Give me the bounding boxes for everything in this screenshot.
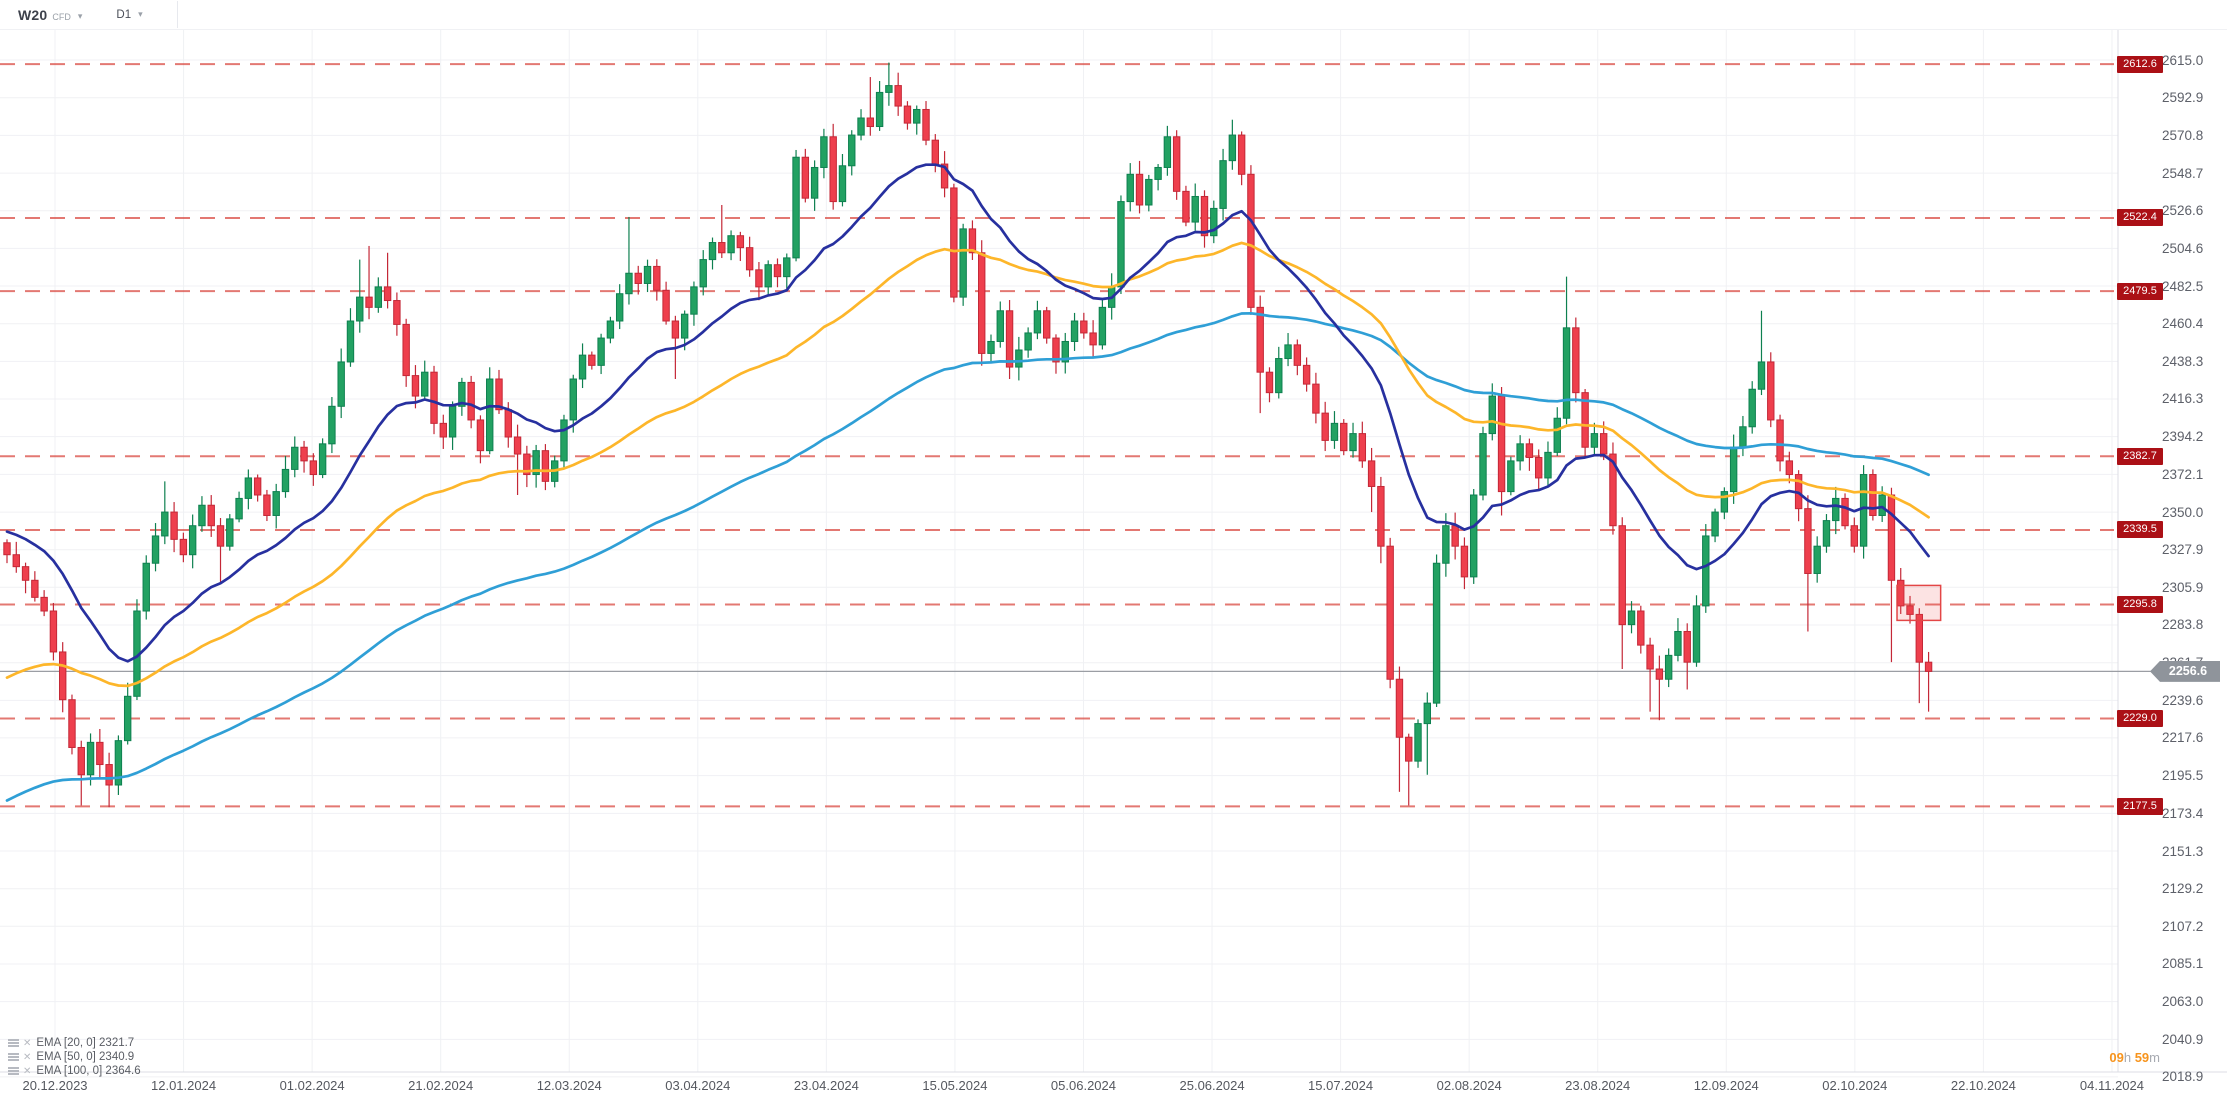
- price-tick-label: 2592.9: [2162, 90, 2204, 106]
- price-tick-label: 2217.6: [2162, 730, 2204, 746]
- date-tick-label: 12.03.2024: [536, 1078, 602, 1093]
- chart-toolbar: W20 CFD ▾ D1 ▾: [0, 0, 2227, 30]
- price-tick-label: 2416.3: [2162, 391, 2204, 407]
- price-tick-label: 2173.4: [2162, 805, 2204, 821]
- date-tick-label: 02.08.2024: [1436, 1078, 1502, 1093]
- price-tick-label: 2085.1: [2162, 956, 2204, 972]
- date-tick-label: 12.01.2024: [151, 1078, 217, 1093]
- price-tick-label: 2305.9: [2162, 579, 2204, 595]
- date-tick-label: 02.10.2024: [1822, 1078, 1888, 1093]
- indicator-remove-icon[interactable]: ✕: [23, 1051, 32, 1063]
- date-tick-label: 12.09.2024: [1693, 1078, 1759, 1093]
- date-tick-label: 21.02.2024: [408, 1078, 474, 1093]
- timer-hours-unit: h: [2123, 1050, 2135, 1065]
- price-level-badge: 2612.6: [2117, 55, 2163, 73]
- indicator-settings-icon[interactable]: [8, 1052, 19, 1062]
- indicator-legend-row: ✕ EMA [50, 0] 2340.9: [8, 1050, 141, 1064]
- indicator-remove-icon[interactable]: ✕: [23, 1065, 32, 1077]
- date-tick-label: 15.07.2024: [1308, 1078, 1374, 1093]
- indicator-settings-icon[interactable]: [8, 1066, 19, 1076]
- indicator-legend-row: ✕ EMA [20, 0] 2321.7: [8, 1036, 141, 1050]
- date-tick-label: 25.06.2024: [1179, 1078, 1245, 1093]
- price-tick-label: 2350.0: [2162, 504, 2204, 520]
- price-tick-label: 2548.7: [2162, 165, 2204, 181]
- price-level-badge: 2339.5: [2117, 521, 2163, 539]
- timeframe-selector[interactable]: D1 ▾: [116, 9, 142, 21]
- price-level-badge: 2229.0: [2117, 709, 2163, 727]
- price-tick-label: 2040.9: [2162, 1031, 2204, 1047]
- timer-minutes-unit: m: [2149, 1050, 2160, 1065]
- date-tick-label: 23.08.2024: [1565, 1078, 1631, 1093]
- price-tick-label: 2327.9: [2162, 542, 2204, 558]
- price-tick-label: 2394.2: [2162, 429, 2204, 445]
- price-tick-label: 2504.6: [2162, 240, 2204, 256]
- timer-hours: 09: [2109, 1050, 2124, 1065]
- price-level-badge: 2295.8: [2117, 596, 2163, 614]
- indicator-legend: ✕ EMA [20, 0] 2321.7 ✕ EMA [50, 0] 2340.9 ✕ E…: [8, 1036, 141, 1078]
- price-tick-label: 2460.4: [2162, 316, 2204, 332]
- price-tick-label: 2195.5: [2162, 768, 2204, 784]
- date-tick-label: 01.02.2024: [279, 1078, 345, 1093]
- price-tick-label: 2239.6: [2162, 692, 2204, 708]
- date-tick-label: 05.06.2024: [1050, 1078, 1117, 1093]
- price-tick-label: 2615.0: [2162, 52, 2204, 68]
- price-level-badge: 2522.4: [2117, 209, 2163, 227]
- indicator-settings-icon[interactable]: [8, 1038, 19, 1048]
- date-tick-label: 22.10.2024: [1950, 1078, 2016, 1093]
- date-tick-label: 23.04.2024: [793, 1078, 859, 1093]
- session-countdown-timer: 09h 59m: [2088, 1050, 2160, 1065]
- price-tick-label: 2063.0: [2162, 994, 2204, 1010]
- price-level-badge: 2177.5: [2117, 797, 2163, 815]
- date-tick-label: 20.12.2023: [22, 1078, 88, 1093]
- price-tick-label: 2438.3: [2162, 353, 2204, 369]
- toolbar-divider: [176, 1, 178, 28]
- indicator-legend-text: EMA [100, 0] 2364.6: [36, 1065, 141, 1077]
- price-tick-label: 2129.2: [2162, 881, 2204, 897]
- price-level-badge: 2382.7: [2117, 447, 2163, 465]
- price-tick-label: 2372.1: [2162, 466, 2204, 482]
- timer-minutes: 59: [2134, 1050, 2150, 1065]
- chevron-down-icon: ▾: [77, 10, 83, 21]
- date-tick-label: 15.05.2024: [922, 1078, 988, 1093]
- indicator-remove-icon[interactable]: ✕: [23, 1037, 32, 1049]
- indicator-legend-text: EMA [50, 0] 2340.9: [36, 1051, 135, 1063]
- current-price-badge: 2256.6: [2150, 660, 2220, 682]
- price-tick-label: 2482.5: [2162, 278, 2204, 294]
- instrument-selector[interactable]: W20 CFD ▾: [18, 7, 82, 23]
- price-tick-label: 2570.8: [2162, 127, 2204, 143]
- indicator-legend-text: EMA [20, 0] 2321.7: [36, 1037, 135, 1049]
- timeframe-label: D1: [116, 8, 132, 21]
- price-tick-label: 2107.2: [2162, 918, 2204, 934]
- indicator-legend-row: ✕ EMA [100, 0] 2364.6: [8, 1064, 141, 1078]
- instrument-symbol: W20: [18, 6, 48, 23]
- date-tick-label: 04.11.2024: [2079, 1078, 2145, 1093]
- chevron-down-icon: ▾: [138, 8, 143, 19]
- price-tick-label: 2526.6: [2162, 203, 2204, 219]
- price-tick-label: 2151.3: [2162, 843, 2204, 859]
- price-level-badge: 2479.5: [2117, 282, 2163, 300]
- instrument-type-badge: CFD: [52, 11, 71, 22]
- price-tick-label: 2283.8: [2162, 617, 2204, 633]
- date-tick-label: 03.04.2024: [665, 1078, 731, 1093]
- price-tick-label: 2018.9: [2162, 1069, 2204, 1085]
